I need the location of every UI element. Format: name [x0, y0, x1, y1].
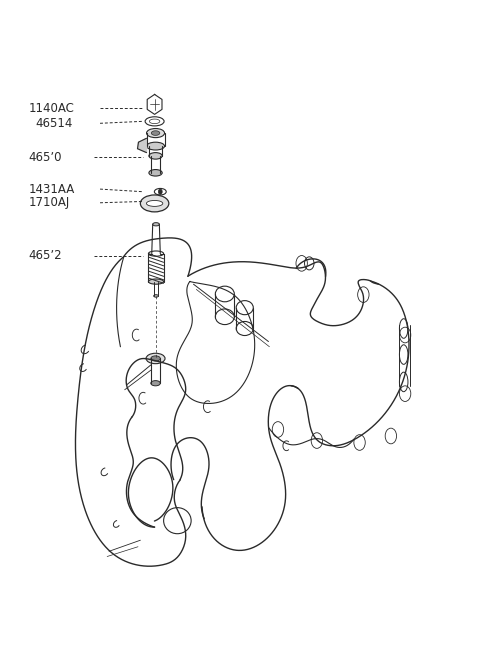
- Ellipse shape: [151, 131, 160, 135]
- Ellipse shape: [149, 170, 162, 176]
- Text: 465ʼ0: 465ʼ0: [29, 150, 62, 164]
- Ellipse shape: [154, 294, 158, 297]
- Ellipse shape: [153, 223, 159, 226]
- Text: 1140AC: 1140AC: [29, 102, 75, 115]
- Ellipse shape: [140, 195, 169, 212]
- Text: 46514: 46514: [35, 117, 72, 130]
- Polygon shape: [137, 138, 146, 152]
- Ellipse shape: [146, 142, 165, 150]
- Text: 1710AJ: 1710AJ: [29, 196, 70, 210]
- Circle shape: [158, 189, 162, 194]
- Ellipse shape: [146, 200, 163, 206]
- Ellipse shape: [148, 279, 164, 284]
- Ellipse shape: [149, 152, 162, 159]
- Ellipse shape: [151, 380, 160, 386]
- Ellipse shape: [151, 356, 160, 361]
- Ellipse shape: [146, 129, 165, 137]
- Ellipse shape: [146, 353, 165, 364]
- Text: 465ʼ2: 465ʼ2: [29, 249, 62, 262]
- Text: 1431AA: 1431AA: [29, 183, 75, 196]
